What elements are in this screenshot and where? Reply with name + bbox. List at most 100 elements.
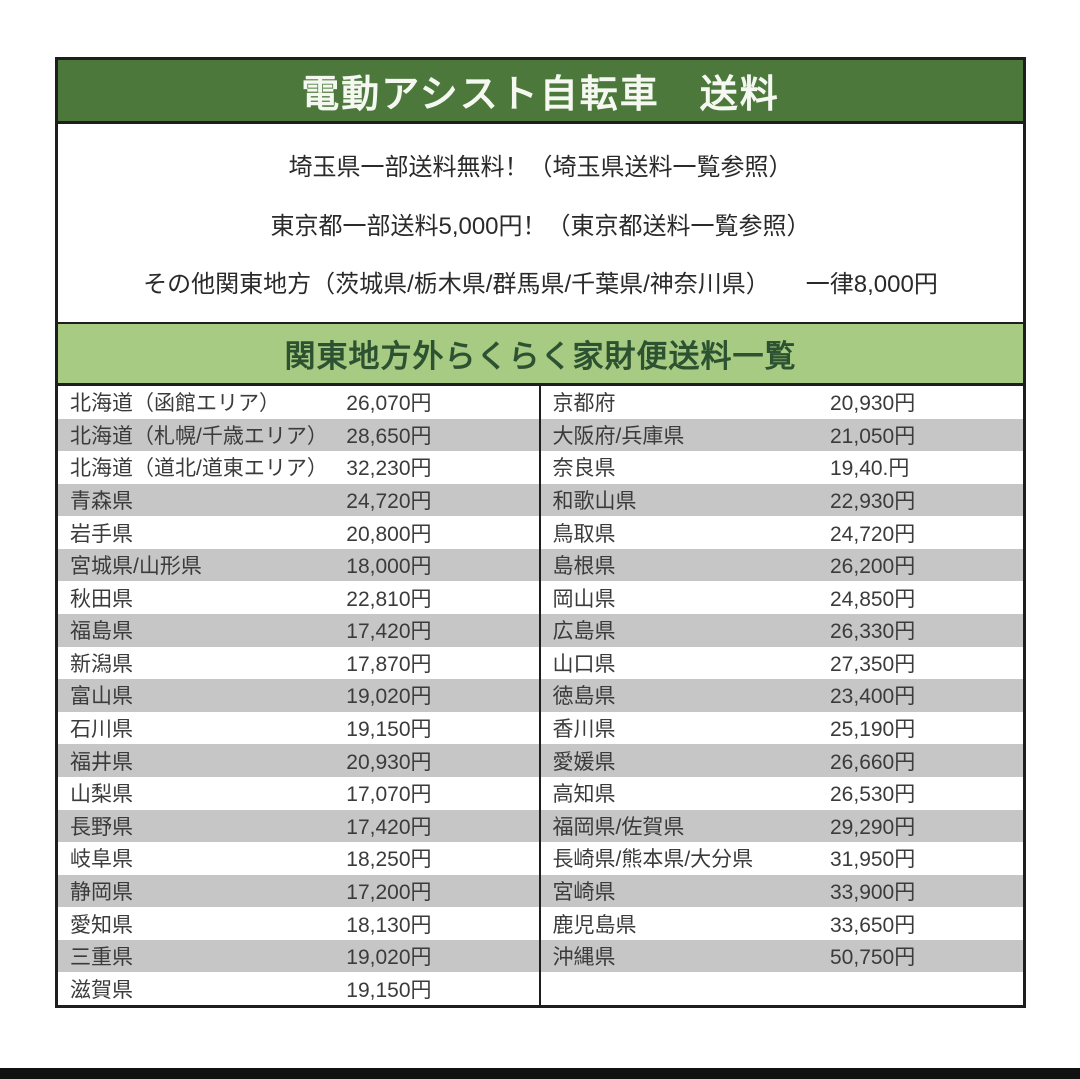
prefecture-name: 京都府	[552, 392, 616, 416]
prefecture-name: 長崎県/熊本県/大分県	[552, 848, 754, 872]
shipping-price: 18,250円	[346, 848, 432, 872]
prefecture-name: 秋田県	[70, 587, 133, 611]
subheader-title: 関東地方外らくらく家財便送料一覧	[284, 339, 797, 374]
table-left-column: 北海道（函館エリア） 26,070円 北海道（札幌/千歳エリア） 28,650円 北海道…	[58, 386, 541, 1005]
table-row: 宮崎県 33,900円	[540, 874, 1023, 908]
table-row: 愛知県 18,130円	[58, 907, 539, 940]
table-row: 滋賀県 19,150円	[58, 972, 539, 1005]
prefecture-name: 香川県	[552, 718, 616, 742]
prefecture-name: 鳥取県	[552, 522, 616, 546]
table-row: 福島県 17,420円	[58, 614, 539, 647]
bottom-bar	[0, 1068, 1080, 1079]
shipping-price: 29,290円	[830, 815, 916, 839]
table-row: 香川県 25,190円	[540, 711, 1023, 745]
shipping-price: 33,900円	[830, 880, 916, 904]
shipping-table: 北海道（函館エリア） 26,070円 北海道（札幌/千歳エリア） 28,650円 北海道…	[58, 386, 1023, 1005]
shipping-price: 21,050円	[830, 424, 916, 448]
shipping-info-sheet: 電動アシスト自転車 送料 埼玉県一部送料無料！（埼玉県送料一覧参照） 東京都一部…	[55, 57, 1026, 1008]
table-row: 広島県 26,330円	[540, 614, 1023, 647]
prefecture-name: 石川県	[70, 718, 133, 742]
table-row: 鹿児島県 33,650円	[540, 907, 1023, 940]
table-row: 山口県 27,350円	[540, 646, 1023, 680]
shipping-price: 24,720円	[346, 490, 432, 514]
prefecture-name: 静岡県	[70, 880, 133, 904]
table-row: 岡山県 24,850円	[540, 581, 1023, 615]
prefecture-name: 北海道（函館エリア）	[70, 392, 280, 416]
prefecture-name: 福岡県/佐賀県	[552, 815, 685, 839]
prefecture-name: 山梨県	[70, 783, 133, 807]
shipping-price: 18,000円	[346, 555, 432, 579]
shipping-price: 26,530円	[830, 783, 916, 807]
table-row: 奈良県 19,40.円	[540, 451, 1023, 484]
prefecture-name: 滋賀県	[70, 978, 133, 1002]
prefecture-name: 北海道（札幌/千歳エリア）	[70, 424, 328, 448]
shipping-price: 28,650円	[346, 424, 432, 448]
shipping-price: 20,930円	[830, 392, 916, 416]
prefecture-name: 徳島県	[552, 685, 616, 709]
table-row: 山梨県 17,070円	[58, 776, 539, 810]
prefecture-name: 福井県	[70, 750, 133, 774]
table-row: 鳥取県 24,720円	[540, 516, 1023, 549]
prefecture-name: 鹿児島県	[552, 913, 637, 937]
shipping-price: 19,40.円	[830, 457, 910, 481]
shipping-price: 22,810円	[346, 587, 432, 611]
table-row: 富山県 19,020円	[58, 679, 539, 712]
shipping-price: 26,660円	[830, 750, 916, 774]
table-row	[540, 972, 1023, 1005]
shipping-price: 27,350円	[830, 652, 916, 676]
prefecture-name: 青森県	[70, 490, 133, 514]
prefecture-name: 福島県	[70, 620, 133, 644]
table-right-column: 京都府 20,930円大阪府/兵庫県 21,050円奈良県 19,40.円和歌山県 22…	[540, 386, 1023, 1005]
table-row: 福岡県/佐賀県 29,290円	[540, 809, 1023, 843]
table-row: 長野県 17,420円	[58, 809, 539, 843]
shipping-price: 26,070円	[346, 392, 432, 416]
shipping-price: 22,930円	[830, 490, 916, 514]
prefecture-name: 愛媛県	[552, 750, 616, 774]
table-row: 岩手県 20,800円	[58, 516, 539, 549]
shipping-price: 20,800円	[346, 522, 432, 546]
table-row: 北海道（函館エリア） 26,070円	[58, 386, 539, 419]
table-row: 青森県 24,720円	[58, 483, 539, 517]
prefecture-name: 和歌山県	[552, 490, 637, 514]
table-row: 島根県 26,200円	[540, 548, 1023, 582]
prefecture-name: 宮城県/山形県	[70, 555, 202, 579]
shipping-price: 17,420円	[346, 620, 432, 644]
page-title: 電動アシスト自転車 送料	[301, 74, 780, 116]
shipping-price: 19,020円	[346, 685, 432, 709]
table-row: 京都府 20,930円	[540, 386, 1023, 419]
prefecture-name: 岐阜県	[70, 848, 133, 872]
header-banner: 電動アシスト自転車 送料	[58, 60, 1023, 124]
table-row: 岐阜県 18,250円	[58, 842, 539, 875]
table-row: 高知県 26,530円	[540, 776, 1023, 810]
shipping-price: 50,750円	[830, 946, 916, 970]
prefecture-name: 三重県	[70, 946, 133, 970]
table-row: 三重県 19,020円	[58, 939, 539, 973]
table-row: 長崎県/熊本県/大分県 31,950円	[540, 842, 1023, 875]
shipping-price: 17,420円	[346, 815, 432, 839]
subheader-banner: 関東地方外らくらく家財便送料一覧	[58, 322, 1023, 386]
prefecture-name: 新潟県	[70, 652, 133, 676]
table-row: 沖縄県 50,750円	[540, 939, 1023, 973]
shipping-price: 23,400円	[830, 685, 916, 709]
prefecture-name: 沖縄県	[552, 946, 616, 970]
table-row: 宮城県/山形県 18,000円	[58, 548, 539, 582]
prefecture-name: 高知県	[552, 783, 616, 807]
prefecture-name: 愛知県	[70, 913, 133, 937]
shipping-price: 17,200円	[346, 880, 432, 904]
shipping-price: 24,720円	[830, 522, 916, 546]
prefecture-name: 大阪府/兵庫県	[552, 424, 685, 448]
table-row: 徳島県 23,400円	[540, 679, 1023, 712]
table-row: 新潟県 17,870円	[58, 646, 539, 680]
shipping-price: 26,330円	[830, 620, 916, 644]
table-row: 北海道（札幌/千歳エリア） 28,650円	[58, 418, 539, 452]
shipping-price: 18,130円	[346, 913, 432, 937]
notice-saitama: 埼玉県一部送料無料！（埼玉県送料一覧参照）	[288, 154, 793, 182]
prefecture-name: 広島県	[552, 620, 616, 644]
notice-tokyo: 東京都一部送料5,000円！（東京都送料一覧参照）	[270, 212, 811, 240]
shipping-price: 19,020円	[346, 946, 432, 970]
shipping-price: 17,870円	[346, 652, 432, 676]
shipping-price: 19,150円	[346, 978, 432, 1002]
shipping-price: 33,650円	[830, 913, 916, 937]
prefecture-name: 長野県	[70, 815, 133, 839]
table-row: 大阪府/兵庫県 21,050円	[540, 418, 1023, 452]
